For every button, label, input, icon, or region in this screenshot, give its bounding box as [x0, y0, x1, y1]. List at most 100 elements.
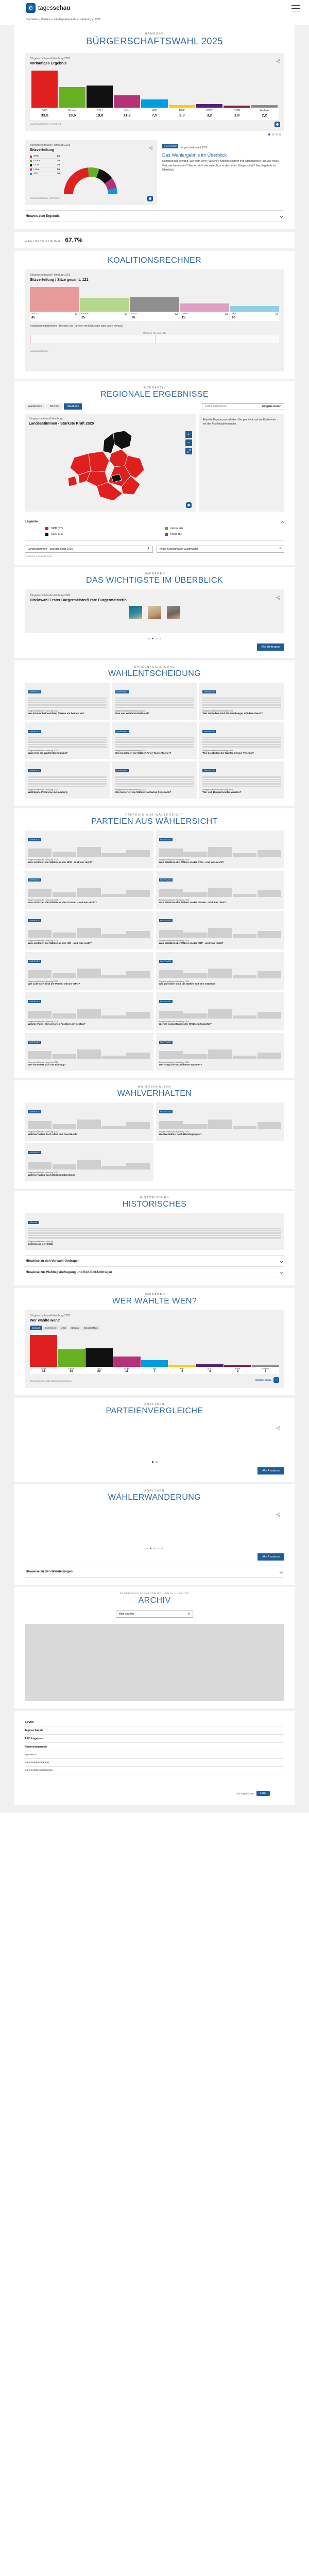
- coalition-cell-linke[interactable]: Linke 15: [180, 311, 229, 321]
- pager-dot-1[interactable]: [268, 133, 270, 136]
- pager-dot-2[interactable]: [272, 133, 274, 136]
- legend-header[interactable]: Legende: [25, 520, 284, 523]
- brand[interactable]: tagesschau: [14, 3, 70, 13]
- breadcrumb-item-3[interactable]: Hamburg: [79, 18, 91, 21]
- footer-section-title[interactable]: Tagesschau.de: [25, 1726, 284, 1735]
- survey-card[interactable]: UMFRAGE Bürgerschaftswahl Hamburg 2025 Was…: [25, 871, 153, 909]
- coalition-checkbox[interactable]: [275, 312, 278, 315]
- coalition-cell-cdu[interactable]: CDU 26: [130, 311, 179, 321]
- coalition-party-cells[interactable]: SPD 45 Grüne 25 CDU 26 Linke 15 AfD 10: [30, 311, 280, 321]
- werwen-tab-alter[interactable]: Alter: [59, 1326, 68, 1331]
- breadcrumb-item-2[interactable]: Länderparlamente: [54, 18, 77, 21]
- werwen-tab-erwerbstätige[interactable]: Erwerbstätige: [82, 1326, 100, 1331]
- share-icon[interactable]: [276, 593, 280, 600]
- hamburg-map[interactable]: [64, 429, 157, 506]
- breadcrumb-item-0[interactable]: Startseite: [26, 18, 38, 21]
- survey-card[interactable]: UMFRAGE Bürgerschaftswahl Hamburg 2025 Wah…: [156, 1103, 284, 1141]
- footer-section-title[interactable]: Nachrichtenarchiv: [25, 1743, 284, 1752]
- coalition-checkbox[interactable]: [125, 312, 128, 315]
- overview-dots[interactable]: [25, 637, 284, 640]
- survey-card[interactable]: UMFRAGE Bürgerschaftswahl Hamburg 2025 Was…: [25, 911, 153, 950]
- coalition-cell-afd[interactable]: AfD 10: [230, 311, 280, 321]
- share-icon[interactable]: [276, 1510, 280, 1517]
- region-search-input[interactable]: [205, 405, 246, 409]
- archiv-select[interactable]: Bitte wählen ⬍: [116, 1611, 193, 1618]
- breadcrumb-item-4[interactable]: 2025: [94, 18, 101, 21]
- survey-card[interactable]: UMFRAGE Bürgerschaftswahl Hamburg 2025 Was…: [156, 830, 284, 869]
- carousel-dot-2[interactable]: [151, 637, 153, 640]
- footer-link[interactable]: Datenschutzeinstellungen: [25, 1767, 284, 1775]
- pager-dot-3[interactable]: [276, 133, 278, 136]
- survey-card[interactable]: UMFRAGE Bürgerschaftswahl Hamburg 2025 Wer…: [199, 761, 284, 799]
- result-pager[interactable]: [25, 131, 284, 136]
- zoom-out-button[interactable]: −: [185, 439, 192, 446]
- zoom-in-button[interactable]: +: [185, 431, 192, 438]
- survey-card[interactable]: UMFRAGE Bürgerschaftswahl Hamburg 2025 Was…: [156, 871, 284, 909]
- tab-bezirke[interactable]: Bezirke: [46, 403, 63, 410]
- all-analyses-button[interactable]: Alle Analysen: [258, 1467, 284, 1475]
- survey-card[interactable]: UMFRAGE Bürgerschaftswahl Hamburg 2025 Was…: [112, 683, 197, 720]
- coalition-checkbox[interactable]: [175, 312, 178, 315]
- survey-card[interactable]: UMFRAGE Bürgerschaftswahl Hamburg 2025 Wel…: [25, 992, 153, 1030]
- carousel-dot-4[interactable]: [159, 637, 161, 640]
- survey-card[interactable]: GRAFIK Bürgerschaftswahl Hamburg Ergebniss…: [25, 1213, 284, 1250]
- all-surveys-button[interactable]: Alle Umfragen: [256, 643, 284, 651]
- survey-card[interactable]: UMFRAGE Bürgerschaftswahl Hamburg 2025 Was…: [25, 830, 153, 869]
- teaser-title[interactable]: Das Wahlergebnis im Überblick: [162, 152, 227, 158]
- carousel-dot-1[interactable]: [146, 1547, 148, 1550]
- carousel-dot-3[interactable]: [153, 1547, 156, 1550]
- survey-card[interactable]: UMFRAGE Bürgerschaftswahl Hamburg 2025 Wan…: [25, 722, 110, 759]
- hamburger-menu-icon[interactable]: [291, 5, 300, 11]
- carousel-dot-1[interactable]: [151, 1461, 153, 1463]
- clear-input-button[interactable]: Eingabe leeren: [262, 405, 281, 409]
- parteienvergleiche-dots[interactable]: [25, 1461, 284, 1463]
- hinweise-wahltag-accordion[interactable]: Hinweise zur Wahltagsbefragung und Exit-…: [25, 1267, 284, 1279]
- hinweis-accordion[interactable]: Hinweis zum Ergebnis: [25, 210, 284, 222]
- carousel-dot-3[interactable]: [156, 637, 158, 640]
- survey-card[interactable]: UMFRAGE Bürgerschaftswahl Hamburg 2025 Wah…: [25, 1103, 153, 1141]
- tab-stadtteile[interactable]: Stadtteile: [64, 403, 82, 410]
- carousel-dot-4[interactable]: [157, 1547, 160, 1550]
- carousel-dot-1[interactable]: [148, 637, 150, 640]
- survey-card[interactable]: UMFRAGE Bürgerschaftswahl Hamburg 2025 Wer…: [156, 1032, 284, 1071]
- wanderungen-accordion[interactable]: Hinweise zu den Wanderungen: [25, 1566, 284, 1578]
- select-structure-data[interactable]: Keine Strukturdaten ausgewählt ⬍: [156, 545, 284, 553]
- region-search[interactable]: Eingabe leeren: [202, 403, 284, 410]
- pager-dot-4[interactable]: [279, 133, 281, 136]
- coalition-checkbox[interactable]: [75, 312, 78, 315]
- all-analyses-button[interactable]: Alle Analysen: [258, 1553, 284, 1561]
- survey-card[interactable]: UMFRAGE Bürgerschaftswahl Hamburg 2025 Wie…: [199, 683, 284, 720]
- carousel-dot-2[interactable]: [149, 1547, 152, 1550]
- waehlerwanderung-dots[interactable]: [25, 1547, 284, 1550]
- werwen-tab-bildung[interactable]: Bildung: [69, 1326, 81, 1331]
- survey-card[interactable]: UMFRAGE Bürgerschaftswahl Hamburg 2025 Wer…: [156, 992, 284, 1030]
- hinweise-vorwahl-accordion[interactable]: Hinweise zu den Vorwahl-Umfragen: [25, 1255, 284, 1267]
- survey-card[interactable]: UMFRAGE Bürgerschaftswahl Hamburg 2025 Wie…: [25, 952, 153, 990]
- survey-card[interactable]: UMFRAGE Bürgerschaftswahl Hamburg 2025 Wah…: [25, 1143, 153, 1181]
- survey-card[interactable]: UMFRAGE Bürgerschaftswahl Hamburg 2025 Wie…: [156, 952, 284, 990]
- survey-card[interactable]: UMFRAGE Bürgerschaftswahl Hamburg 2025 Wic…: [25, 761, 110, 799]
- teaser-col[interactable]: GRAFIKENBürgerschaftswahl 2025 Das Wahle…: [162, 140, 284, 205]
- coalition-cell-spd[interactable]: SPD 45: [30, 311, 79, 321]
- footer-link[interactable]: Datenschutzerklärung: [25, 1759, 284, 1767]
- carousel-dot-5[interactable]: [161, 1547, 163, 1550]
- survey-card[interactable]: UMFRAGE Bürgerschaftswahl Hamburg 2025 Wie…: [112, 722, 197, 759]
- footer-link[interactable]: Impressum: [25, 1751, 284, 1759]
- coalition-checkbox[interactable]: [225, 312, 228, 315]
- share-icon[interactable]: [149, 143, 153, 150]
- werwen-tab-geschlecht[interactable]: Geschlecht: [43, 1326, 59, 1331]
- footer-section-title[interactable]: ARD Angebote: [25, 1735, 284, 1743]
- share-icon[interactable]: [276, 1423, 280, 1430]
- footer-section-title[interactable]: Service: [25, 1718, 284, 1727]
- map-panel[interactable]: Bürgerschaftswahl Hamburg Landesstimmen …: [25, 413, 196, 512]
- survey-card[interactable]: UMFRAGE Bürgerschaftswahl Hamburg 2025 Wie…: [112, 761, 197, 799]
- survey-card[interactable]: UMFRAGE Bürgerschaftswahl Hamburg 2025 Wer…: [25, 1032, 153, 1071]
- tab-wahlkreise[interactable]: Wahlkreise: [25, 403, 45, 410]
- survey-card[interactable]: UMFRAGE Bürgerschaftswahl Hamburg 2025 Was…: [156, 911, 284, 950]
- werwen-tab-gesamt[interactable]: Gesamt: [30, 1326, 42, 1331]
- breadcrumb-item-1[interactable]: Wahlen: [41, 18, 50, 21]
- reset-map-button[interactable]: ⤢: [185, 447, 192, 454]
- coalition-cell-grüne[interactable]: Grüne 25: [80, 311, 129, 321]
- carousel-dot-2[interactable]: [156, 1461, 158, 1463]
- survey-card[interactable]: UMFRAGE Bürgerschaftswahl Hamburg 2025 Wie…: [199, 722, 284, 759]
